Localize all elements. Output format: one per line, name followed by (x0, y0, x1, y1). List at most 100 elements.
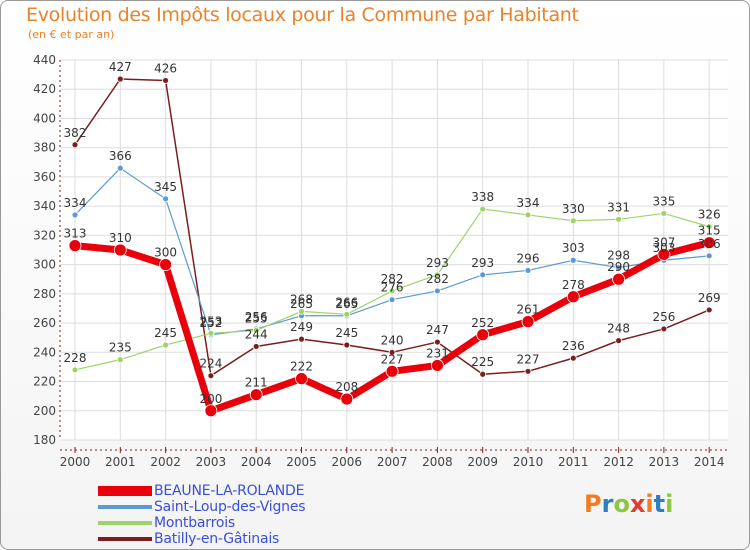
data-label: 208 (335, 380, 358, 394)
x-tick-label: 2001 (105, 455, 136, 469)
data-label: 245 (335, 326, 358, 340)
data-label: 426 (154, 61, 177, 75)
data-point-saint-loup-des-vignes (524, 267, 532, 274)
data-point-saint-loup-des-vignes (615, 264, 622, 271)
data-label: 290 (607, 260, 630, 274)
y-tick-label: 180 (33, 433, 56, 447)
data-label: 303 (652, 241, 675, 255)
data-point-montbarrois (116, 356, 124, 364)
data-point-beaune-la-rolande (385, 364, 399, 378)
legend-label: BEAUNE-LA-ROLANDE (154, 483, 305, 499)
legend-label: Montbarrois (154, 515, 235, 531)
data-point-montbarrois (162, 341, 170, 349)
data-point-beaune-la-rolande (476, 328, 490, 342)
data-label: 313 (64, 227, 87, 241)
data-point-beaune-la-rolande (204, 404, 218, 418)
y-tick-label: 380 (33, 141, 56, 155)
data-label: 293 (426, 256, 449, 270)
data-point-saint-loup-des-vignes (705, 252, 713, 260)
data-label: 382 (64, 126, 87, 140)
data-label: 253 (199, 314, 222, 328)
data-point-beaune-la-rolande (657, 247, 671, 261)
legend-swatch (98, 504, 152, 510)
data-label: 278 (562, 278, 585, 292)
data-point-montbarrois (252, 326, 260, 334)
data-label: 231 (426, 346, 449, 360)
data-label: 200 (199, 392, 222, 406)
data-label: 222 (290, 360, 313, 374)
data-point-montbarrois (660, 210, 668, 217)
logo-letter: i (645, 490, 654, 518)
data-point-saint-loup-des-vignes (71, 211, 79, 219)
data-point-batilly-en-g-tinais (207, 372, 215, 380)
chart-subtitle: (en € et par an) (28, 28, 115, 41)
x-tick-label: 2000 (60, 455, 91, 469)
data-point-beaune-la-rolande (295, 372, 308, 386)
logo-letter: x (629, 490, 646, 518)
data-label: 282 (381, 272, 404, 286)
legend-swatch (98, 486, 152, 496)
data-point-montbarrois (569, 217, 577, 225)
data-point-saint-loup-des-vignes (388, 296, 396, 304)
data-point-beaune-la-rolande (521, 315, 535, 329)
data-point-montbarrois (71, 366, 79, 374)
data-point-saint-loup-des-vignes (162, 195, 170, 203)
data-label: 269 (698, 291, 721, 305)
data-label: 227 (517, 352, 540, 366)
data-label: 249 (290, 320, 313, 334)
data-point-montbarrois (615, 215, 622, 223)
data-label: 345 (154, 180, 177, 194)
data-point-beaune-la-rolande (249, 388, 263, 402)
data-label: 248 (607, 322, 630, 336)
data-label: 228 (64, 351, 87, 365)
x-tick-label: 2013 (649, 455, 680, 469)
data-label: 247 (426, 323, 449, 337)
data-label: 330 (562, 202, 585, 216)
x-tick-label: 2008 (422, 455, 453, 469)
data-point-batilly-en-g-tinais (162, 77, 170, 84)
data-point-montbarrois (207, 329, 215, 337)
data-point-beaune-la-rolande (159, 258, 173, 272)
data-label: 224 (199, 357, 222, 371)
data-point-batilly-en-g-tinais (298, 335, 305, 343)
data-label: 315 (698, 224, 721, 238)
data-point-montbarrois (343, 310, 351, 318)
data-point-montbarrois (524, 211, 532, 219)
y-tick-label: 340 (33, 199, 56, 213)
legend-swatch (98, 536, 152, 542)
data-point-batilly-en-g-tinais (433, 338, 441, 346)
data-label: 307 (652, 235, 675, 249)
data-label: 261 (517, 303, 540, 317)
data-point-beaune-la-rolande (113, 243, 127, 257)
data-label: 303 (562, 241, 585, 255)
x-tick-label: 2007 (377, 455, 408, 469)
data-point-montbarrois (479, 205, 487, 213)
data-point-batilly-en-g-tinais (71, 141, 79, 149)
proxiti-logo: Proxiti (584, 490, 673, 518)
y-tick-label: 360 (33, 170, 56, 184)
logo-letter: r (601, 490, 614, 518)
data-label: 296 (517, 251, 540, 265)
logo-letter: i (665, 490, 674, 518)
data-point-batilly-en-g-tinais (524, 367, 532, 375)
data-point-saint-loup-des-vignes (479, 271, 487, 279)
y-tick-label: 260 (33, 316, 56, 330)
x-tick-label: 2004 (241, 455, 272, 469)
chart-title: Evolution des Impôts locaux pour la Comm… (26, 4, 579, 26)
data-point-beaune-la-rolande (702, 236, 716, 250)
legend-label: Batilly-en-Gâtinais (154, 531, 280, 547)
data-label: 256 (245, 310, 268, 324)
y-tick-label: 200 (33, 404, 56, 418)
y-tick-label: 320 (33, 228, 56, 242)
data-point-batilly-en-g-tinais (660, 325, 668, 333)
data-label: 255 (245, 311, 268, 325)
data-label: 252 (471, 316, 494, 330)
data-label: 298 (607, 249, 630, 263)
x-tick-label: 2009 (467, 455, 498, 469)
data-point-batilly-en-g-tinais (705, 306, 713, 314)
data-label: 244 (245, 327, 268, 341)
data-point-montbarrois (388, 287, 396, 295)
y-tick-label: 400 (33, 111, 56, 125)
data-label: 300 (154, 246, 177, 260)
